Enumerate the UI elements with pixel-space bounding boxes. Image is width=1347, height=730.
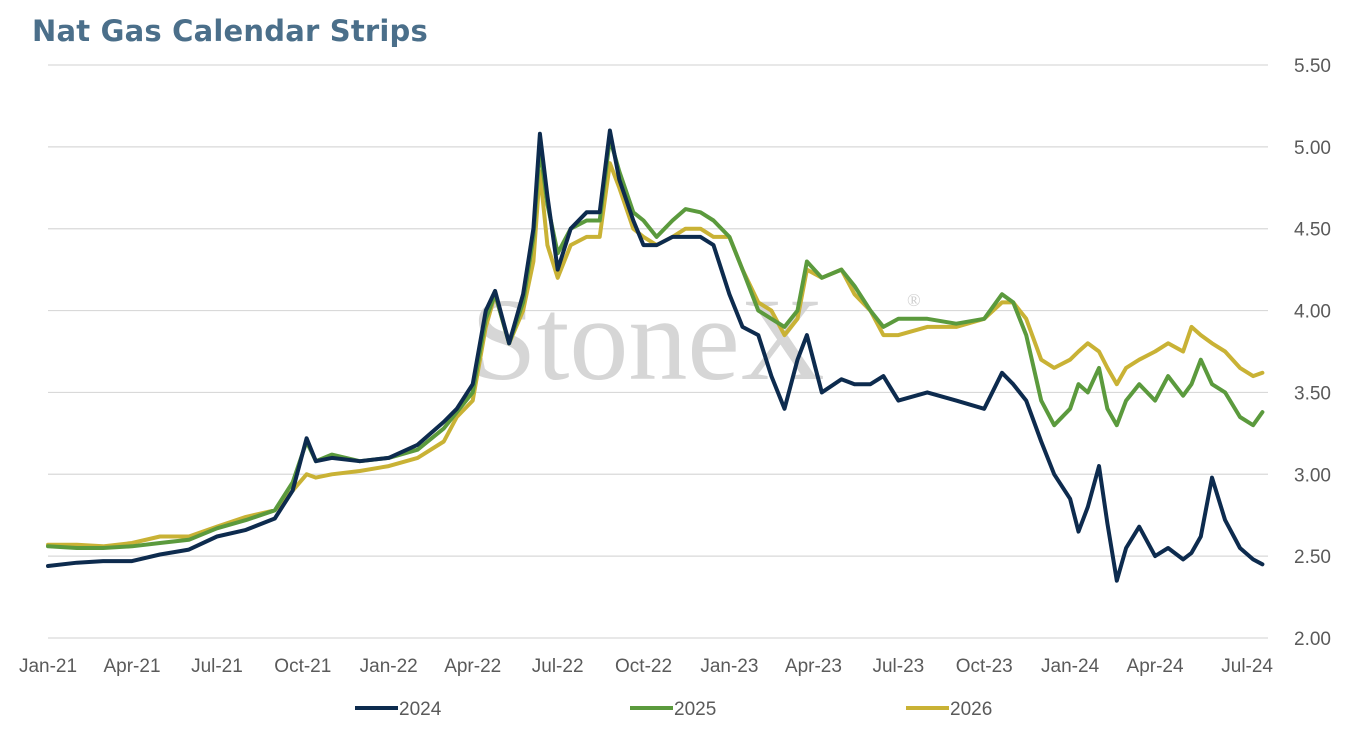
x-tick-label: Jul-22 <box>532 656 584 677</box>
x-tick-label: Oct-22 <box>615 656 672 677</box>
series-lines <box>46 128 1265 583</box>
y-axis-ticks: 2.00 2.50 3.00 3.50 4.00 4.50 5.00 5.50 <box>1294 56 1331 650</box>
x-tick-label: Jul-24 <box>1221 656 1273 677</box>
legend-label-2025: 2025 <box>674 699 716 720</box>
chart-title: Nat Gas Calendar Strips <box>32 14 428 48</box>
series-line-2024 <box>46 128 1265 583</box>
x-tick-label: Apr-23 <box>785 656 842 677</box>
x-tick-label: Oct-23 <box>956 656 1013 677</box>
watermark-registered-mark: ® <box>907 290 921 310</box>
y-tick-label: 3.00 <box>1294 465 1331 486</box>
x-tick-label: Jan-22 <box>360 656 418 677</box>
series-line-2026 <box>46 161 1265 549</box>
y-tick-label: 5.50 <box>1294 56 1331 77</box>
y-tick-label: 5.00 <box>1294 138 1331 159</box>
y-tick-label: 2.00 <box>1294 629 1331 650</box>
x-tick-label: Oct-21 <box>274 656 331 677</box>
y-tick-label: 3.50 <box>1294 383 1331 404</box>
watermark-text: StoneX <box>471 274 825 405</box>
y-tick-label: 2.50 <box>1294 547 1331 568</box>
x-tick-label: Jan-23 <box>700 656 758 677</box>
x-axis-ticks: Jan-21 Apr-21 Jul-21 Oct-21 Jan-22 Apr-22 Jul-… <box>19 656 1273 677</box>
x-tick-label: Apr-22 <box>444 656 501 677</box>
watermark: StoneX ® <box>471 274 921 405</box>
x-tick-label: Jul-21 <box>191 656 243 677</box>
legend: 2024 2025 2026 <box>355 699 992 720</box>
x-tick-label: Jul-23 <box>872 656 924 677</box>
legend-label-2026: 2026 <box>950 699 992 720</box>
y-tick-label: 4.00 <box>1294 302 1331 323</box>
x-tick-label: Jan-21 <box>19 656 77 677</box>
legend-label-2024: 2024 <box>399 699 442 720</box>
x-tick-label: Apr-21 <box>103 656 160 677</box>
y-tick-label: 4.50 <box>1294 220 1331 241</box>
x-tick-label: Apr-24 <box>1127 656 1184 677</box>
grid-lines <box>48 64 1268 639</box>
x-tick-label: Jan-24 <box>1041 656 1100 677</box>
